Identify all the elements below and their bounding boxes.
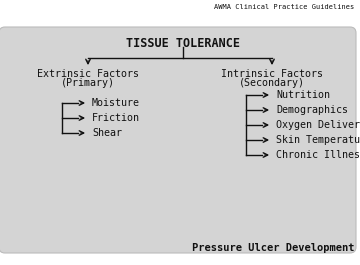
Text: AWMA Clinical Practice Guidelines: AWMA Clinical Practice Guidelines (214, 4, 354, 10)
Text: Pressure Ulcer Development: Pressure Ulcer Development (192, 243, 354, 253)
Text: Extrinsic Factors: Extrinsic Factors (37, 69, 139, 79)
Text: Oxygen Delivery: Oxygen Delivery (276, 120, 360, 130)
Text: Shear: Shear (92, 128, 122, 138)
Text: Moisture: Moisture (92, 98, 140, 108)
Text: (Primary): (Primary) (61, 78, 115, 88)
Text: TISSUE TOLERANCE: TISSUE TOLERANCE (126, 37, 240, 50)
FancyBboxPatch shape (0, 27, 356, 253)
Text: Friction: Friction (92, 113, 140, 123)
Text: Intrinsic Factors: Intrinsic Factors (221, 69, 323, 79)
Text: Demographics: Demographics (276, 105, 348, 115)
Text: Nutrition: Nutrition (276, 90, 330, 100)
Text: (Secondary): (Secondary) (239, 78, 305, 88)
Text: Chronic Illness: Chronic Illness (276, 150, 360, 160)
Text: Skin Temperature: Skin Temperature (276, 135, 360, 145)
